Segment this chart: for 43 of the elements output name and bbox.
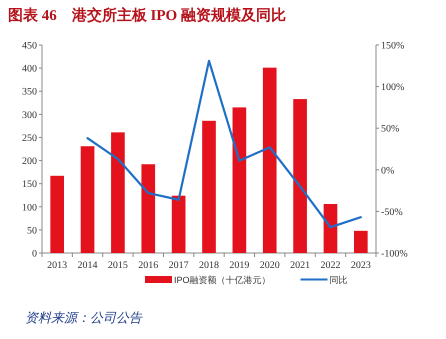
bar [111,132,125,253]
bar [354,230,368,253]
y-tick-label: 450 [22,40,37,52]
bar [324,204,338,253]
x-tick-label: 2019 [229,260,250,271]
chart-title: 图表 46 港交所主板 IPO 融资规模及同比 [8,6,286,24]
bar [232,107,246,253]
line-series [86,60,362,228]
y2-tick-label: -100% [381,248,408,260]
y-tick-label: 350 [22,86,37,98]
x-tick-label: 2014 [78,260,98,271]
legend-label: IPO融资额（十亿港元） [174,275,271,285]
bar [202,120,216,253]
y2-tick-label: 100% [381,82,404,94]
x-tick-label: 2022 [320,260,340,271]
bar [262,68,277,253]
y-tick-label: 50 [27,225,37,236]
legend-label: 同比 [330,275,348,285]
y2-tick-label: 0% [381,165,394,176]
y-tick-label: 150 [22,179,37,190]
bar [293,99,307,253]
y-tick-label: 200 [22,156,37,168]
y-tick-label: 300 [22,110,37,121]
bar [80,146,94,253]
y2-tick-label: 50% [381,124,400,135]
y2-tick-label: 150% [381,40,404,52]
x-tick-label: 2023 [350,260,371,271]
x-tick-label: 2018 [199,260,219,271]
x-tick-label: 2020 [260,260,280,271]
x-tick-label: 2017 [168,260,189,271]
y-tick-label: 0 [32,248,37,260]
x-tick-label: 2016 [138,260,158,271]
bar [172,196,186,253]
y-tick-label: 400 [22,64,37,75]
y-tick-label: 250 [22,132,37,144]
bar [141,164,156,253]
x-tick-label: 2013 [47,260,68,271]
bar [50,176,64,253]
x-tick-label: 2021 [290,260,310,271]
text: 资料来源：公司公告 [25,310,143,325]
x-tick-label: 2015 [108,260,128,271]
y2-tick-label: -50% [381,206,403,218]
y-tick-label: 100 [22,202,37,214]
